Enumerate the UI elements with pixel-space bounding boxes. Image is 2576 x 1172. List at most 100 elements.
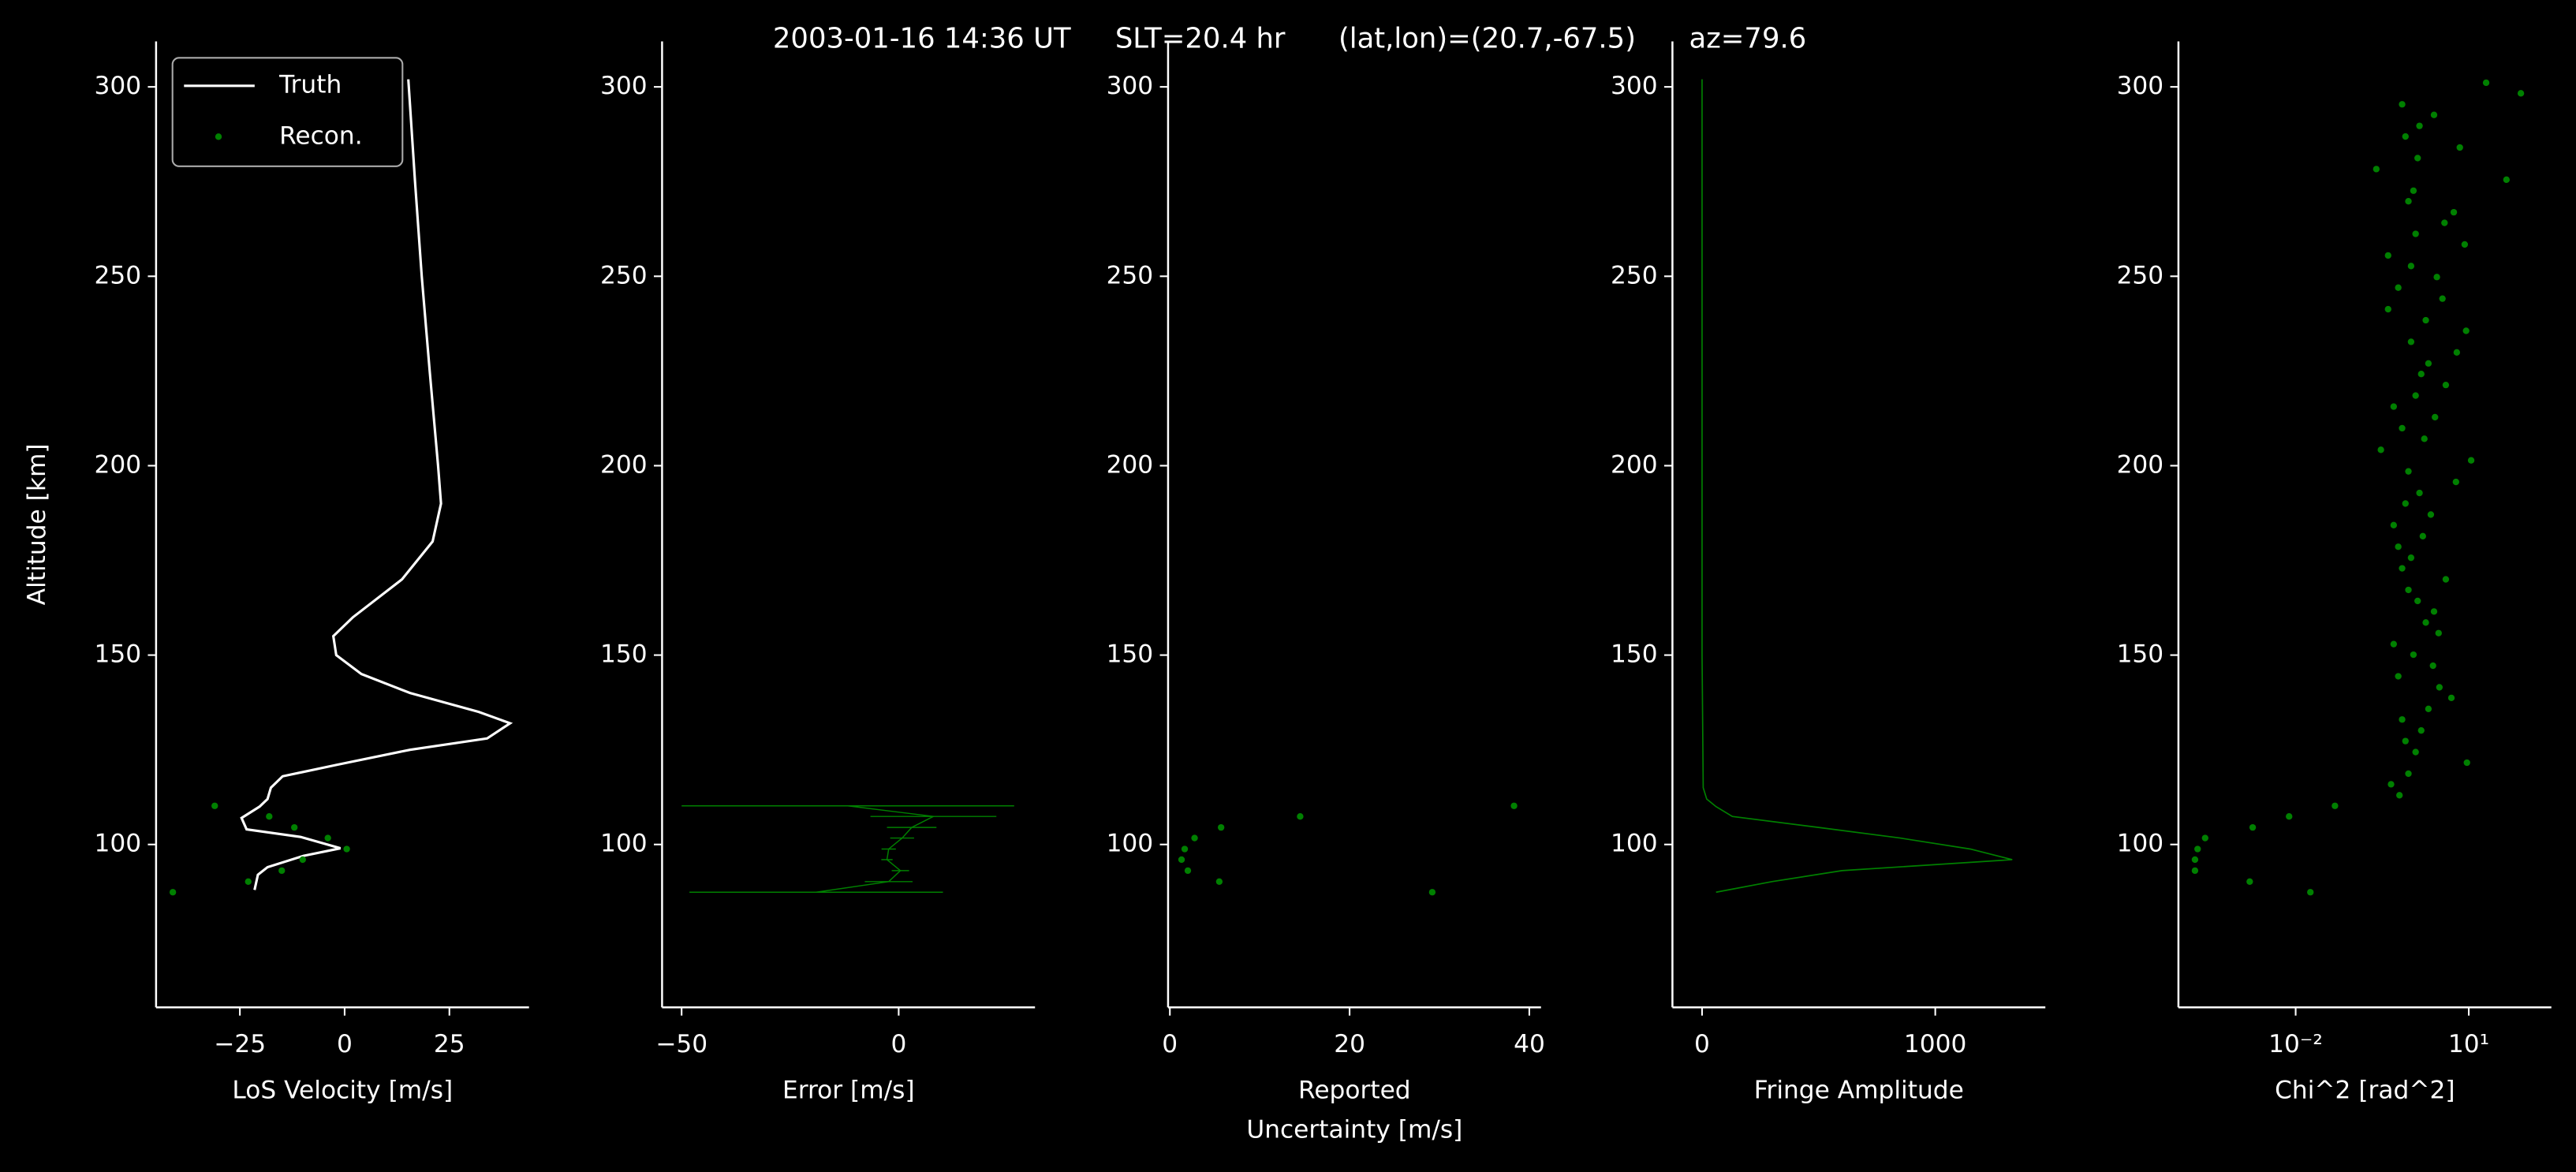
y-tick-label: 200 [1611, 450, 1658, 479]
point [2425, 360, 2432, 367]
y-tick-label: 200 [600, 450, 648, 479]
point [2422, 316, 2429, 324]
point [169, 889, 177, 896]
panel: 100 150 200 250 300 10⁻² 10¹ Chi^2 [rad^2] [2117, 41, 2552, 1104]
point [2417, 727, 2425, 734]
point [2442, 381, 2450, 389]
point [2405, 770, 2412, 778]
point [2410, 651, 2417, 659]
point [2422, 619, 2429, 626]
x-tick-label: −25 [214, 1030, 266, 1058]
point [2414, 597, 2421, 605]
point [2390, 403, 2398, 410]
point [2425, 705, 2432, 712]
y-tick-label: 300 [1611, 72, 1658, 100]
point [2399, 424, 2406, 432]
point [2402, 133, 2409, 140]
point [2373, 166, 2380, 173]
point [324, 834, 331, 842]
y-tick-label: 100 [95, 830, 142, 858]
point [2384, 252, 2391, 259]
point [2405, 468, 2412, 475]
y-tick-label: 250 [1611, 261, 1658, 289]
point [2416, 489, 2423, 497]
point [2396, 792, 2403, 799]
y-tick-label: 150 [600, 640, 648, 669]
x-tick-label: 0 [337, 1030, 353, 1058]
point [2387, 781, 2395, 788]
point [2384, 305, 2391, 313]
point [2390, 640, 2398, 648]
point [2456, 144, 2463, 151]
label-line: Reported [1298, 1076, 1411, 1104]
point [2463, 759, 2470, 767]
y-tick-label: 250 [1107, 261, 1154, 289]
line [1701, 79, 2013, 894]
point [278, 867, 286, 875]
point [1510, 802, 1518, 809]
point [1191, 834, 1198, 842]
x-axis-label: Reported Uncertainty [m/s] [1246, 1076, 1462, 1144]
point [2447, 694, 2455, 702]
point [2429, 662, 2436, 670]
point [2433, 274, 2440, 281]
x-tick-label: 10⁻² [2268, 1030, 2323, 1058]
x-tick-label: 20 [1334, 1030, 1365, 1058]
y-tick-label: 100 [600, 830, 648, 858]
y-tick-label: 150 [1611, 640, 1658, 669]
point [2402, 500, 2409, 507]
y-axis-label: Altitude [km] [23, 443, 51, 605]
point [2407, 338, 2415, 345]
panel: 100 150 200 250 300 0 20 40 Reported Uncertainty … [1107, 41, 1545, 1144]
line [240, 79, 513, 890]
point [2427, 511, 2435, 518]
y-tick-label: 150 [2117, 640, 2164, 669]
point [2467, 457, 2475, 464]
point [2395, 284, 2402, 291]
y-tick-label: 300 [95, 72, 142, 100]
point [2191, 867, 2199, 875]
point [1428, 889, 1436, 896]
point [2442, 576, 2450, 583]
y-tick-label: 200 [1107, 450, 1154, 479]
point [2395, 543, 2402, 551]
y-tick-label: 150 [1107, 640, 1154, 669]
point [2461, 241, 2469, 248]
x-axis-label: Error [m/s] [782, 1076, 915, 1104]
point [2307, 889, 2314, 896]
point [266, 813, 273, 820]
panel: 100 150 200 250 300 0 1000 Fringe Amplitude [1611, 41, 2046, 1104]
point [2503, 176, 2510, 183]
y-tick-label: 250 [600, 261, 648, 289]
legend-marker [215, 133, 222, 140]
point [2482, 79, 2490, 87]
y-tick-label: 300 [2117, 72, 2164, 100]
panel: 100 150 200 250 300 −25 0 25 LoS Velocity [m/s] A… [23, 41, 529, 1104]
point [2436, 684, 2443, 691]
point [2191, 856, 2199, 864]
point [2377, 446, 2384, 453]
point [2517, 90, 2525, 97]
point [2419, 532, 2426, 539]
legend-label: Recon. [279, 121, 363, 150]
point [2417, 371, 2425, 378]
point [2450, 208, 2458, 216]
point [211, 802, 218, 809]
point [299, 856, 306, 864]
panel: 100 150 200 250 300 −50 0 Error [m/s] [600, 41, 1036, 1104]
point [1297, 813, 1304, 820]
x-axis-label: LoS Velocity [m/s] [232, 1076, 453, 1104]
label-line: Uncertainty [m/s] [1246, 1115, 1462, 1144]
x-tick-label: −50 [655, 1030, 707, 1058]
point [2399, 565, 2406, 572]
point [2462, 327, 2470, 334]
point [1184, 867, 1192, 875]
point [2416, 122, 2423, 129]
y-tick-label: 100 [1107, 830, 1154, 858]
point [2432, 413, 2439, 421]
point [1215, 878, 1223, 885]
point [2402, 737, 2409, 745]
x-tick-label: 0 [890, 1030, 906, 1058]
